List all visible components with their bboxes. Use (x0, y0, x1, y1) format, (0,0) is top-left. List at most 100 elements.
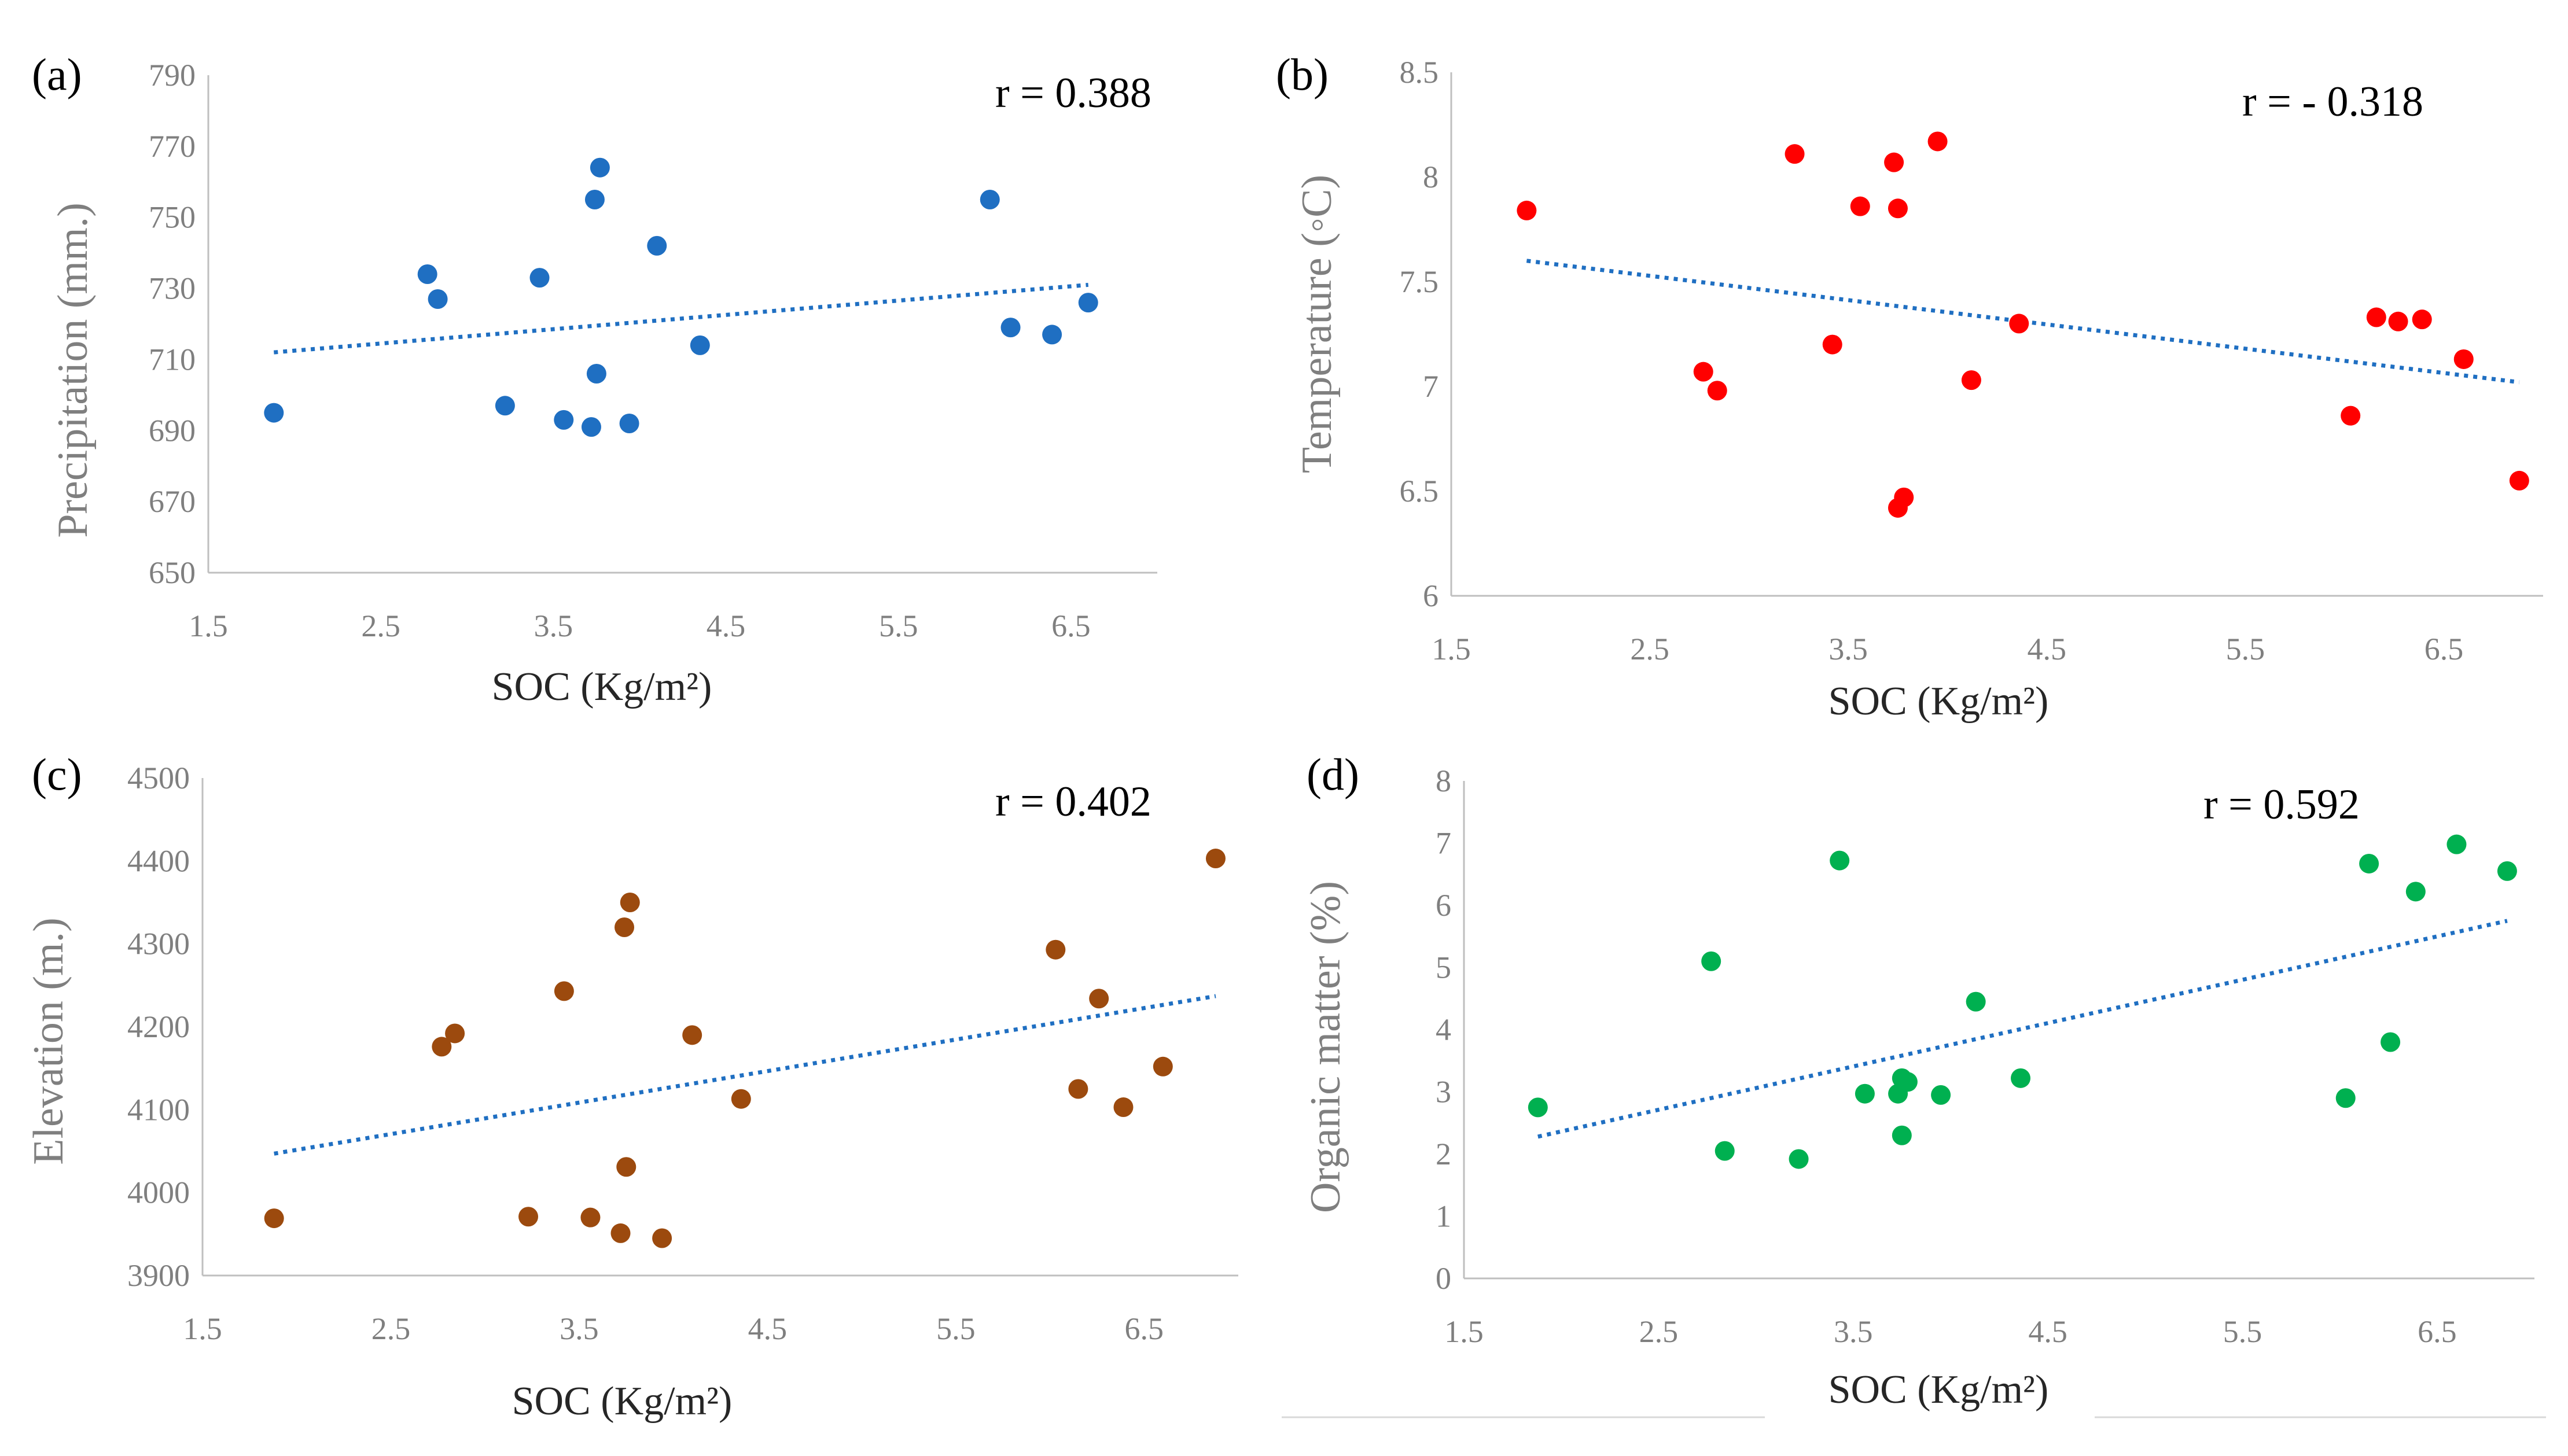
x-tick-label-a: 4.5 (707, 609, 746, 643)
y-tick-label-a: 710 (149, 342, 196, 377)
data-point-c (731, 1089, 751, 1109)
x-axis-title-d: SOC (Kg/m²) (1828, 1367, 2049, 1412)
y-tick-label-d: 3 (1436, 1075, 1451, 1109)
data-point-b (1517, 200, 1537, 220)
data-point-b (2453, 349, 2474, 369)
x-tick-label-a: 6.5 (1051, 609, 1091, 643)
data-point-c (615, 917, 635, 937)
data-point-a (554, 410, 574, 430)
data-point-d (1701, 951, 1721, 971)
y-tick-label-d: 5 (1436, 950, 1451, 985)
trendline-a (274, 282, 1089, 355)
panel-a: (a) r = 0.388 SOC (Kg/m²) Precipitation … (32, 49, 1157, 709)
y-tick-label-c: 4100 (127, 1092, 190, 1127)
panel-label-d: (d) (1307, 749, 1359, 799)
y-tick-label-b: 7.5 (1400, 264, 1439, 299)
data-point-a (495, 396, 515, 416)
x-tick-label-a: 1.5 (189, 609, 228, 643)
data-point-b (2412, 309, 2432, 330)
y-tick-label-b: 8.5 (1400, 55, 1439, 90)
y-tick-label-d: 1 (1436, 1199, 1451, 1234)
x-tick-label-d: 5.5 (2223, 1314, 2262, 1349)
data-point-d (2011, 1068, 2030, 1088)
x-tick-label-d: 2.5 (1639, 1314, 1679, 1349)
x-tick-label-b: 1.5 (1432, 632, 1471, 666)
y-tick-label-c: 4300 (127, 927, 190, 961)
data-point-c (1205, 849, 1226, 869)
y-tick-label-c: 4000 (127, 1175, 190, 1210)
data-point-c (264, 1208, 284, 1229)
data-point-d (1830, 850, 1850, 871)
data-point-c (580, 1207, 601, 1228)
data-point-d (2381, 1032, 2401, 1052)
data-point-a (980, 190, 1000, 209)
data-point-d (1855, 1083, 1875, 1104)
data-point-b (2009, 314, 2029, 334)
data-point-d (2446, 834, 2467, 854)
y-tick-label-c: 4500 (127, 761, 190, 795)
x-tick-label-d: 6.5 (2418, 1314, 2457, 1349)
y-tick-label-b: 8 (1423, 160, 1438, 194)
data-point-a (1000, 318, 1021, 338)
y-tick-label-a: 770 (149, 129, 196, 164)
panel-c: (c) r = 0.402 SOC (Kg/m²) Elevation (m.)… (25, 749, 1238, 1424)
y-tick-label-a: 670 (149, 484, 196, 519)
data-point-d (2359, 853, 2379, 873)
x-tick-label-c: 2.5 (371, 1311, 411, 1346)
data-point-b (1894, 487, 1914, 507)
y-tick-label-d: 8 (1436, 764, 1451, 798)
data-point-d (1897, 1072, 1918, 1092)
data-point-c (1153, 1056, 1173, 1077)
y-axis-title-d: Organic matter (%) (1302, 881, 1349, 1213)
x-tick-label-b: 4.5 (2028, 632, 2067, 666)
x-tick-label-b: 5.5 (2226, 632, 2265, 666)
data-point-a (690, 335, 710, 355)
data-point-c (616, 1157, 637, 1177)
y-axis-title-c: Elevation (m.) (25, 917, 72, 1164)
y-tick-label-b: 6 (1423, 578, 1438, 613)
data-point-a (584, 190, 605, 209)
data-point-a (529, 268, 550, 288)
data-point-c (445, 1023, 465, 1044)
x-axis-title-c: SOC (Kg/m²) (512, 1379, 733, 1424)
data-point-a (581, 417, 601, 437)
y-tick-label-c: 3900 (127, 1258, 190, 1293)
x-tick-label-d: 3.5 (1834, 1314, 1873, 1349)
correlation-label-d: r = 0.592 (2203, 781, 2360, 828)
trendline-c (274, 994, 1216, 1156)
data-point-d (2335, 1088, 2356, 1108)
data-point-b (1707, 381, 1727, 401)
y-tick-label-b: 7 (1423, 369, 1438, 404)
y-tick-label-a: 730 (149, 271, 196, 306)
data-point-b (1785, 144, 1805, 164)
y-tick-label-a: 650 (149, 555, 196, 590)
trendline-d (1537, 919, 2508, 1139)
data-point-b (2388, 311, 2408, 331)
y-tick-label-d: 7 (1436, 826, 1451, 861)
panel-b: (b) r = - 0.318 SOC (Kg/m²) Temperature … (1276, 49, 2543, 724)
data-point-b (1888, 198, 1908, 219)
y-tick-label-d: 6 (1436, 888, 1451, 923)
y-tick-label-c: 4200 (127, 1009, 190, 1044)
data-point-c (1089, 989, 1109, 1009)
data-point-a (586, 364, 606, 384)
data-point-d (1931, 1085, 1951, 1105)
data-point-d (1528, 1097, 1548, 1118)
data-point-a (590, 157, 610, 178)
data-point-a (1042, 325, 1062, 345)
x-tick-label-b: 2.5 (1630, 632, 1669, 666)
data-point-c (1113, 1097, 1134, 1118)
data-point-c (652, 1228, 672, 1248)
data-point-d (1892, 1125, 1912, 1145)
x-tick-label-c: 3.5 (560, 1311, 599, 1346)
y-tick-label-d: 4 (1436, 1012, 1451, 1047)
x-tick-label-c: 1.5 (183, 1311, 222, 1346)
data-point-c (682, 1025, 702, 1045)
y-tick-label-a: 790 (149, 58, 196, 93)
data-point-b (2509, 470, 2529, 491)
data-point-a (264, 403, 284, 423)
data-point-a (417, 264, 437, 284)
x-tick-label-d: 4.5 (2028, 1314, 2067, 1349)
x-tick-label-b: 6.5 (2424, 632, 2464, 666)
